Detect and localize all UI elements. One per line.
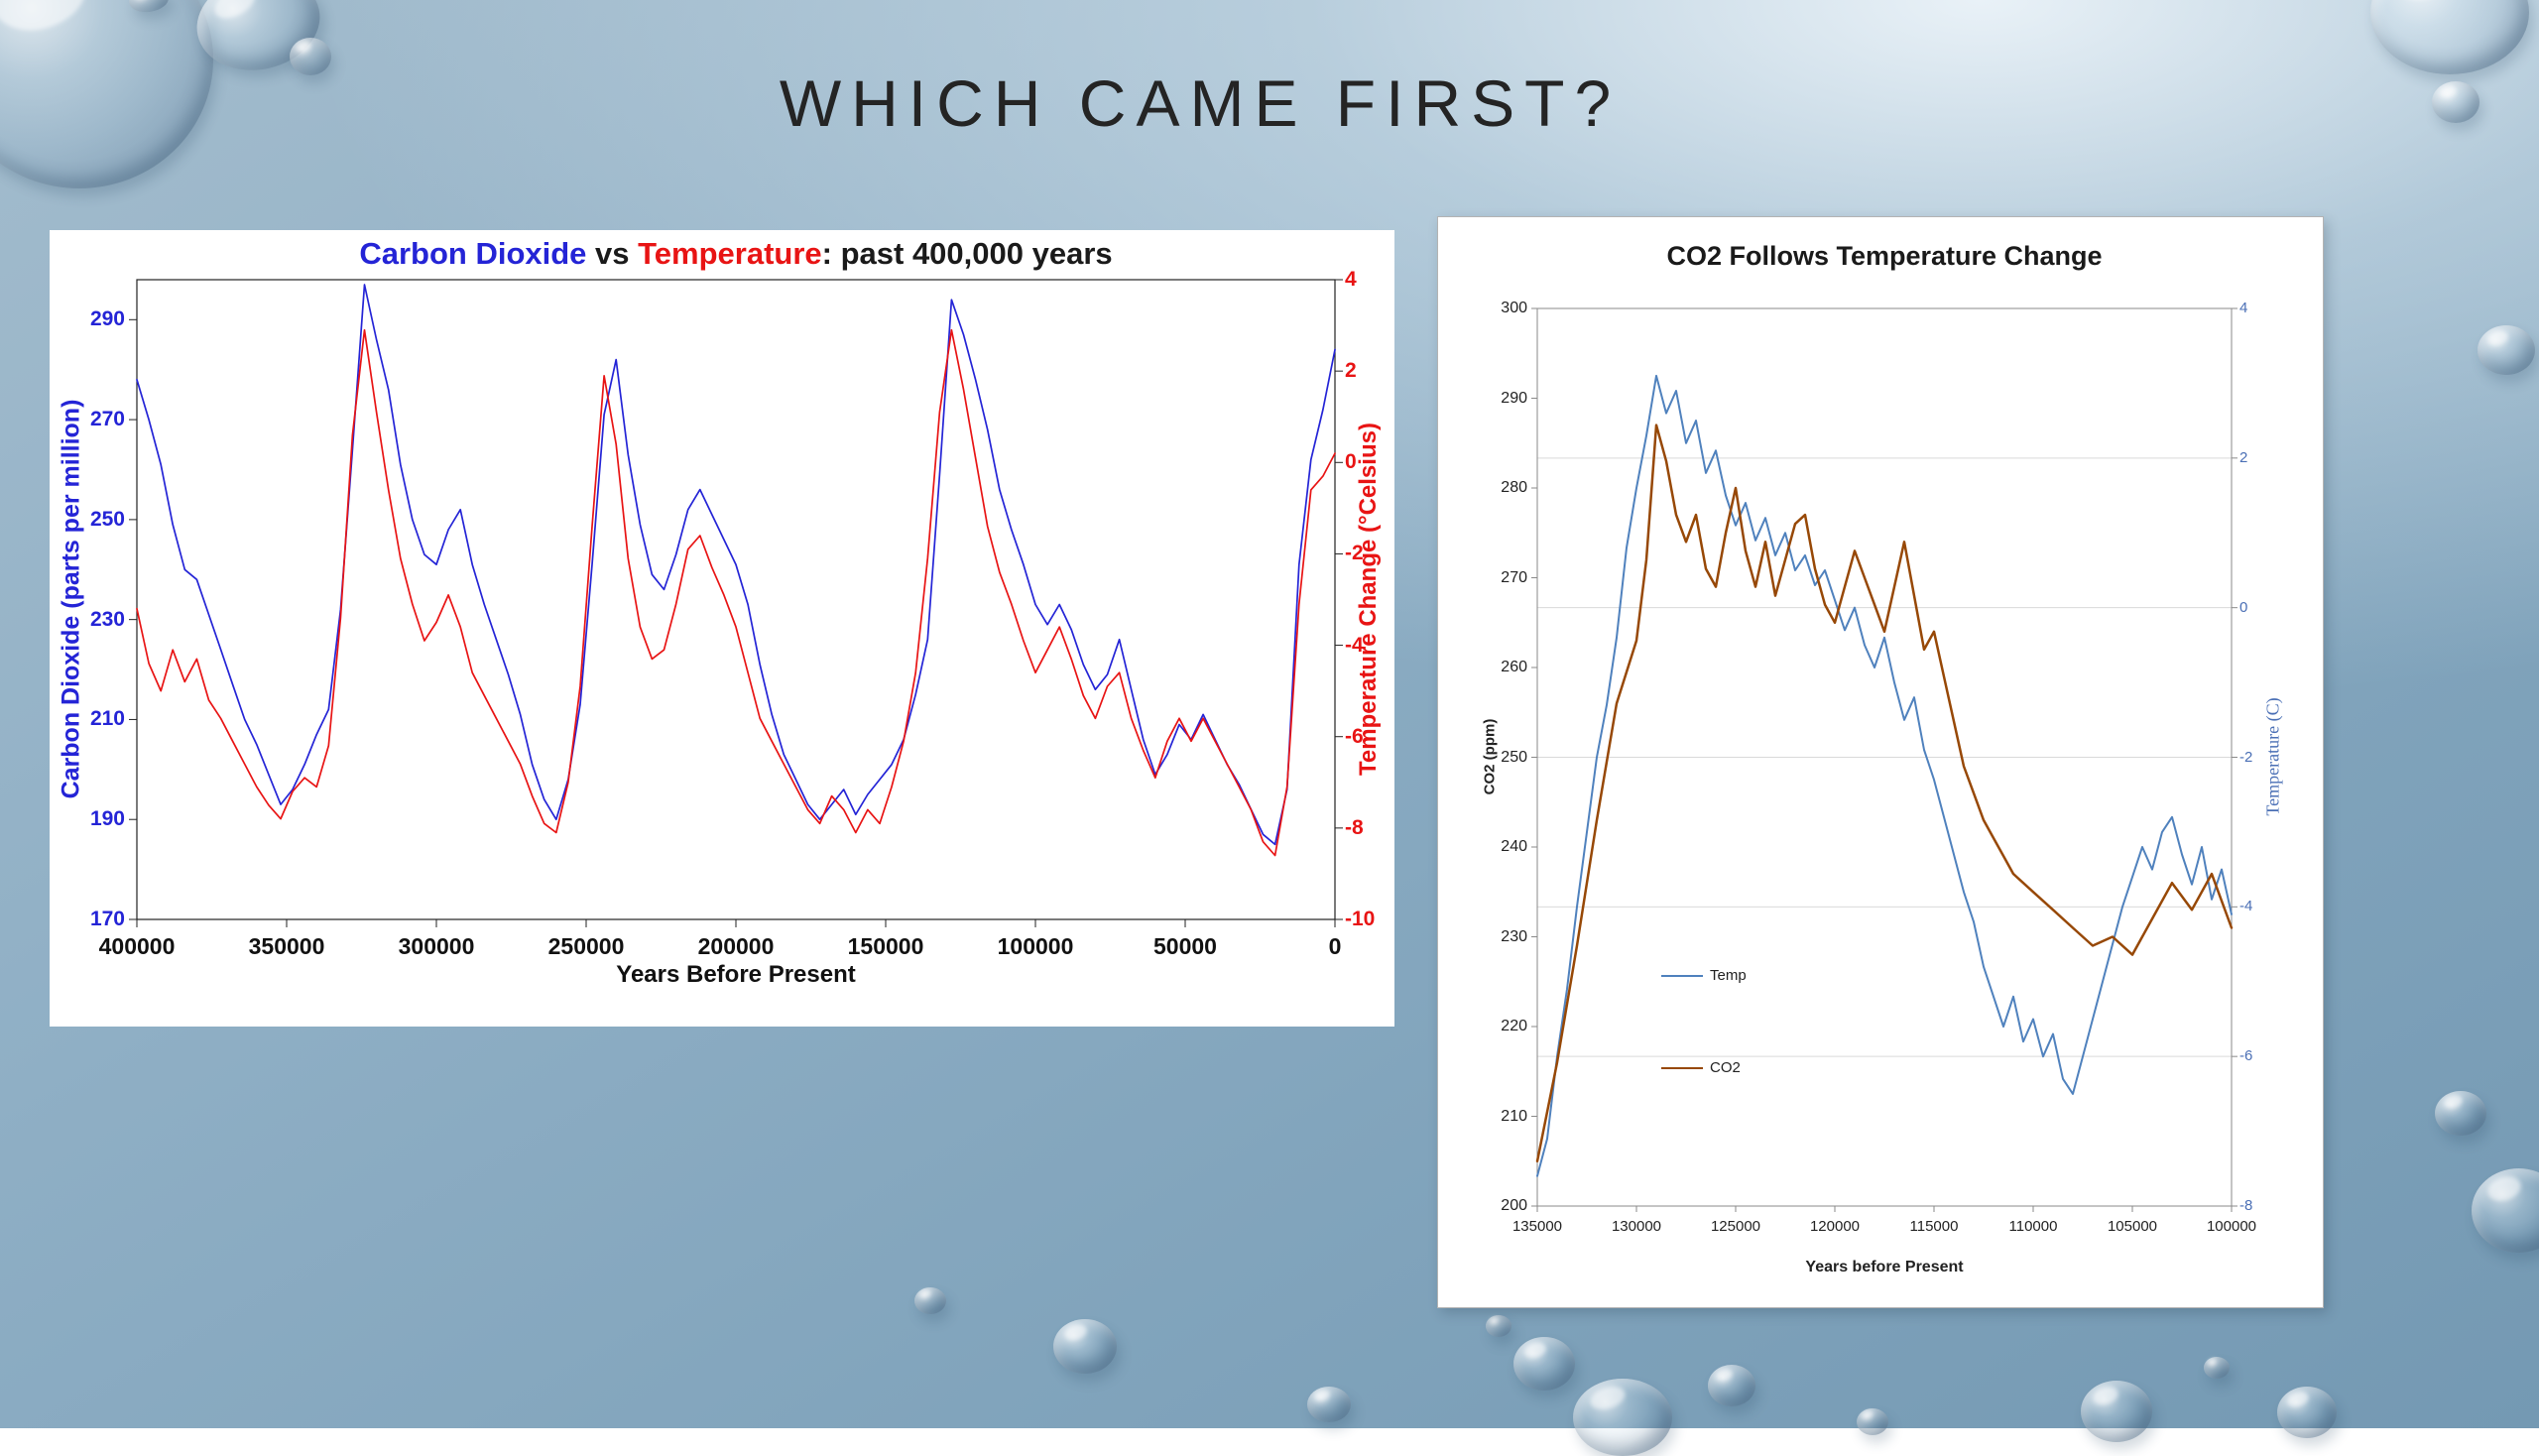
water-droplet-decoration	[2081, 1381, 2152, 1442]
co2-vs-temperature-canvas	[129, 279, 1343, 927]
water-droplet-decoration	[2277, 1387, 2337, 1438]
left-chart-title-rest: : past 400,000 years	[821, 236, 1113, 271]
left-axis-tick-label: 270	[1501, 568, 1527, 586]
left-axis-tick-label: 290	[89, 307, 125, 331]
right-chart-x-axis-label: Years before Present	[1805, 1259, 1964, 1275]
right-axis-tick-label: 2	[2239, 448, 2248, 466]
temperature-change-series-line	[136, 328, 1336, 857]
left-axis-tick-label: 270	[89, 408, 125, 431]
right-axis-tick-label: -4	[2239, 898, 2253, 915]
left-axis-tick-label: 220	[1501, 1018, 1527, 1034]
water-droplet-decoration	[914, 1287, 946, 1314]
left-chart-x-axis-label: Years Before Present	[616, 961, 856, 988]
right-chart-title: CO2 Follows Temperature Change	[1666, 241, 2103, 271]
right-axis-tick-label: 0	[2239, 598, 2248, 616]
water-droplet-decoration	[2472, 1168, 2539, 1253]
water-droplet-decoration	[1307, 1387, 1351, 1422]
right-axis-tick-label: -8	[1345, 815, 1364, 839]
right-axis-tick-label: -10	[1345, 908, 1376, 930]
chart-co2-vs-temperature-400k: Carbon Dioxide vs Temperature: past 400,…	[50, 230, 1394, 1027]
left-axis-tick-label: 240	[1501, 838, 1527, 855]
water-droplet-decoration	[2478, 325, 2535, 375]
right-axis-tick-label: 4	[1345, 268, 1357, 291]
left-axis-tick-label: 250	[1501, 748, 1527, 766]
chart-co2-follows-temperature: CO2 Follows Temperature Change CO2 (ppm)…	[1437, 216, 2324, 1308]
left-axis-tick-label: 250	[89, 507, 125, 531]
x-axis-tick-label: 110000	[2008, 1218, 2058, 1235]
x-axis-tick-label: 350000	[248, 933, 325, 959]
x-axis-tick-label: 250000	[547, 933, 625, 959]
left-chart-title-temperature: Temperature	[638, 236, 822, 271]
left-chart-title-vs: vs	[586, 236, 639, 271]
x-axis-tick-label: 120000	[1809, 1218, 1861, 1235]
left-axis-tick-label: 290	[1501, 389, 1527, 407]
slide-title: WHICH CAME FIRST?	[779, 66, 1622, 140]
water-droplet-decoration	[2370, 0, 2529, 74]
right-axis-tick-label: -6	[2239, 1047, 2253, 1065]
x-axis-tick-label: 50000	[1153, 933, 1217, 959]
left-chart-title: Carbon Dioxide vs Temperature: past 400,…	[359, 236, 1112, 272]
x-axis-tick-label: 105000	[2107, 1218, 2158, 1235]
x-axis-tick-label: 200000	[697, 933, 775, 959]
x-axis-tick-label: 400000	[98, 933, 176, 959]
legend-label-temp: Temp	[1710, 967, 1747, 984]
plot-border	[136, 279, 1336, 920]
x-axis-tick-label: 0	[1328, 933, 1342, 959]
water-droplet-decoration	[2435, 1091, 2486, 1136]
x-axis-tick-label: 125000	[1710, 1218, 1761, 1235]
water-droplet-decoration	[1708, 1365, 1755, 1406]
left-axis-tick-label: 170	[89, 908, 125, 930]
x-axis-tick-label: 100000	[997, 933, 1074, 959]
right-axis-tick-label: 0	[1345, 450, 1357, 474]
right-axis-tick-label: -2	[2239, 748, 2253, 766]
right-axis-tick-label: -6	[1345, 724, 1364, 748]
x-axis-tick-label: 130000	[1611, 1218, 1662, 1235]
x-axis-tick-label: 300000	[398, 933, 475, 959]
x-axis-tick-label: 150000	[847, 933, 924, 959]
water-droplet-decoration	[1053, 1319, 1117, 1374]
co2-follows-temperature-canvas	[1531, 307, 2237, 1212]
left-axis-tick-label: 280	[1501, 479, 1527, 496]
water-droplet-decoration	[1573, 1379, 1672, 1456]
water-droplet-decoration	[1857, 1408, 1888, 1435]
water-droplet-decoration	[1513, 1337, 1575, 1391]
legend-item-temp: Temp	[1661, 967, 1747, 984]
chart-legend: Temp CO2	[1661, 967, 1747, 1076]
left-axis-tick-label: 230	[1501, 927, 1527, 945]
water-droplet-decoration	[2432, 81, 2479, 123]
left-axis-tick-label: 200	[1501, 1197, 1527, 1214]
left-axis-tick-label: 300	[1501, 300, 1527, 316]
legend-label-co2: CO2	[1710, 1059, 1741, 1076]
left-chart-title-co2: Carbon Dioxide	[359, 236, 587, 271]
water-droplet-decoration	[1486, 1315, 1511, 1337]
right-axis-tick-label: 2	[1345, 359, 1357, 383]
right-axis-tick-label: -2	[1345, 542, 1364, 565]
x-axis-tick-label: 135000	[1511, 1218, 1563, 1235]
right-axis-tick-label: -8	[2239, 1197, 2253, 1214]
co2-series-line	[1535, 424, 2234, 1163]
left-axis-tick-label: 210	[1501, 1107, 1527, 1125]
left-axis-tick-label: 260	[1501, 659, 1527, 675]
left-axis-tick-label: 230	[89, 607, 125, 631]
co2-legend-line-swatch	[1661, 1066, 1703, 1069]
right-axis-tick-label: 4	[2239, 300, 2248, 316]
legend-item-co2: CO2	[1661, 1059, 1747, 1076]
water-droplet-decoration	[2204, 1357, 2230, 1379]
left-axis-tick-label: 210	[89, 707, 125, 731]
temp-legend-line-swatch	[1661, 974, 1703, 977]
right-axis-tick-label: -4	[1345, 633, 1364, 657]
left-axis-tick-label: 190	[89, 807, 125, 831]
x-axis-tick-label: 100000	[2206, 1218, 2257, 1235]
temp-series-line	[1536, 374, 2233, 1177]
carbon-dioxide-series-line	[136, 284, 1336, 846]
x-axis-tick-label: 115000	[1909, 1218, 1959, 1235]
water-droplet-decoration	[290, 38, 331, 75]
